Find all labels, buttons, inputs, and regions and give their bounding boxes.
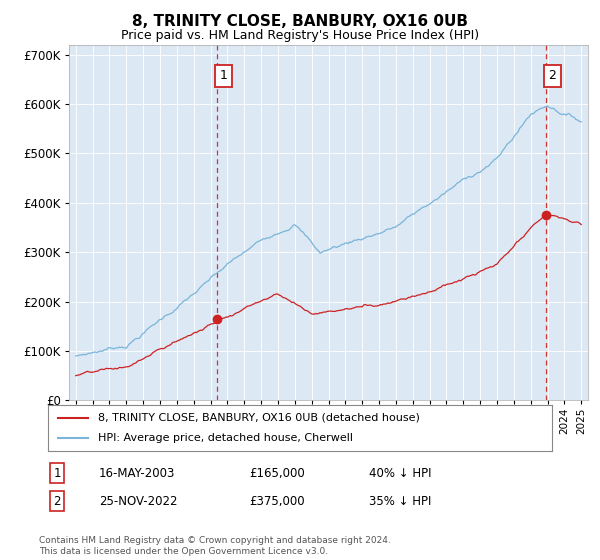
Text: £375,000: £375,000 bbox=[249, 494, 305, 508]
Text: 35% ↓ HPI: 35% ↓ HPI bbox=[369, 494, 431, 508]
Text: 2: 2 bbox=[53, 494, 61, 508]
Text: 2: 2 bbox=[548, 69, 556, 82]
Text: 25-NOV-2022: 25-NOV-2022 bbox=[99, 494, 178, 508]
Text: £165,000: £165,000 bbox=[249, 466, 305, 480]
Text: HPI: Average price, detached house, Cherwell: HPI: Average price, detached house, Cher… bbox=[98, 433, 353, 443]
Text: 1: 1 bbox=[53, 466, 61, 480]
Text: 8, TRINITY CLOSE, BANBURY, OX16 0UB (detached house): 8, TRINITY CLOSE, BANBURY, OX16 0UB (det… bbox=[98, 413, 420, 423]
Text: 40% ↓ HPI: 40% ↓ HPI bbox=[369, 466, 431, 480]
Text: Contains HM Land Registry data © Crown copyright and database right 2024.
This d: Contains HM Land Registry data © Crown c… bbox=[39, 536, 391, 556]
Text: 1: 1 bbox=[220, 69, 227, 82]
Text: Price paid vs. HM Land Registry's House Price Index (HPI): Price paid vs. HM Land Registry's House … bbox=[121, 29, 479, 42]
Text: 8, TRINITY CLOSE, BANBURY, OX16 0UB: 8, TRINITY CLOSE, BANBURY, OX16 0UB bbox=[132, 14, 468, 29]
Text: 16-MAY-2003: 16-MAY-2003 bbox=[99, 466, 175, 480]
